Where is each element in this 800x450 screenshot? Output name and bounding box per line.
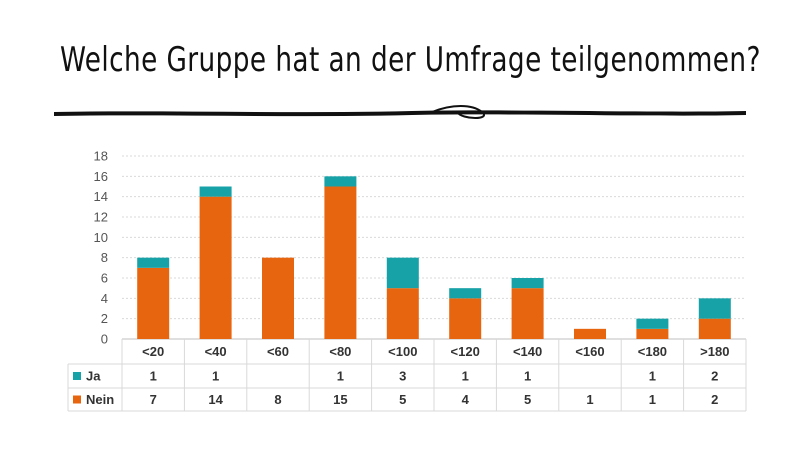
bar-nein [574, 328, 606, 339]
bar-nein [199, 196, 232, 339]
y-axis: 0 2 4 6 8 10 12 14 16 18 [94, 149, 108, 347]
table-cell-ja: 1 [649, 369, 656, 384]
bar-ja [636, 318, 669, 329]
y-tick-label: 2 [101, 311, 108, 326]
bar-nein [324, 186, 357, 339]
table-cell-nein: 8 [274, 392, 281, 407]
bars [137, 176, 731, 339]
table-cell-ja: 2 [711, 369, 718, 384]
table-cell-ja: 1 [337, 369, 344, 384]
table-cell-ja: 1 [150, 369, 157, 384]
bar-ja [199, 186, 232, 197]
y-tick-label: 14 [94, 189, 108, 204]
y-tick-label: 18 [94, 149, 108, 164]
table-cell-ja: 1 [212, 369, 219, 384]
table-cell-nein: 4 [462, 392, 470, 407]
bar-nein [262, 257, 294, 339]
table-cell-nein: 5 [524, 392, 531, 407]
table-cell-ja: 3 [399, 369, 406, 384]
y-tick-label: 8 [101, 250, 108, 265]
bar-ja [698, 298, 731, 319]
table-cell-nein: 1 [586, 392, 593, 407]
y-tick-label: 4 [101, 291, 108, 306]
legend-label: Nein [86, 392, 114, 407]
bar-ja [511, 278, 544, 289]
bar-nein [698, 318, 731, 339]
category-label: <60 [267, 344, 289, 359]
y-tick-label: 16 [94, 169, 108, 184]
bar-nein [511, 288, 544, 339]
legend-key-nein [73, 395, 81, 404]
bar-nein [137, 267, 170, 339]
table-cell-nein: 5 [399, 392, 406, 407]
slide-title: Welche Gruppe hat an der Umfrage teilgen… [60, 40, 761, 80]
table-cell-ja: 1 [524, 369, 531, 384]
table-cell-nein: 1 [649, 392, 656, 407]
bar-ja [137, 257, 170, 268]
legend-label: Ja [86, 369, 101, 384]
table-cell-nein: 14 [208, 392, 223, 407]
y-tick-label: 12 [94, 210, 108, 225]
table-cell-nein: 2 [711, 392, 718, 407]
bar-nein [449, 298, 482, 339]
category-label: <40 [205, 344, 227, 359]
category-label: <160 [575, 344, 604, 359]
category-label: <120 [451, 344, 480, 359]
y-tick-label: 10 [94, 230, 108, 245]
bar-nein [636, 328, 669, 339]
bar-ja [386, 257, 419, 289]
legend-key-ja [73, 372, 81, 380]
table-cell-nein: 7 [150, 392, 157, 407]
category-label: <20 [142, 344, 164, 359]
category-label: <140 [513, 344, 542, 359]
category-label: <180 [638, 344, 667, 359]
bar-nein [386, 288, 419, 339]
bar-ja [449, 288, 482, 299]
y-tick-label: 6 [101, 271, 108, 286]
data-table: <20 <40 <60 <80 <100 <120 <140 <160 <180 >180 Ja 1 1… [67, 339, 747, 412]
category-label: >180 [700, 344, 729, 359]
bar-ja [324, 176, 357, 187]
title-underline [54, 105, 746, 119]
table-cell-nein: 15 [333, 392, 347, 407]
table-cell-ja: 1 [462, 369, 469, 384]
category-label: <100 [388, 344, 417, 359]
category-label: <80 [329, 344, 351, 359]
y-tick-label: 0 [101, 332, 108, 347]
